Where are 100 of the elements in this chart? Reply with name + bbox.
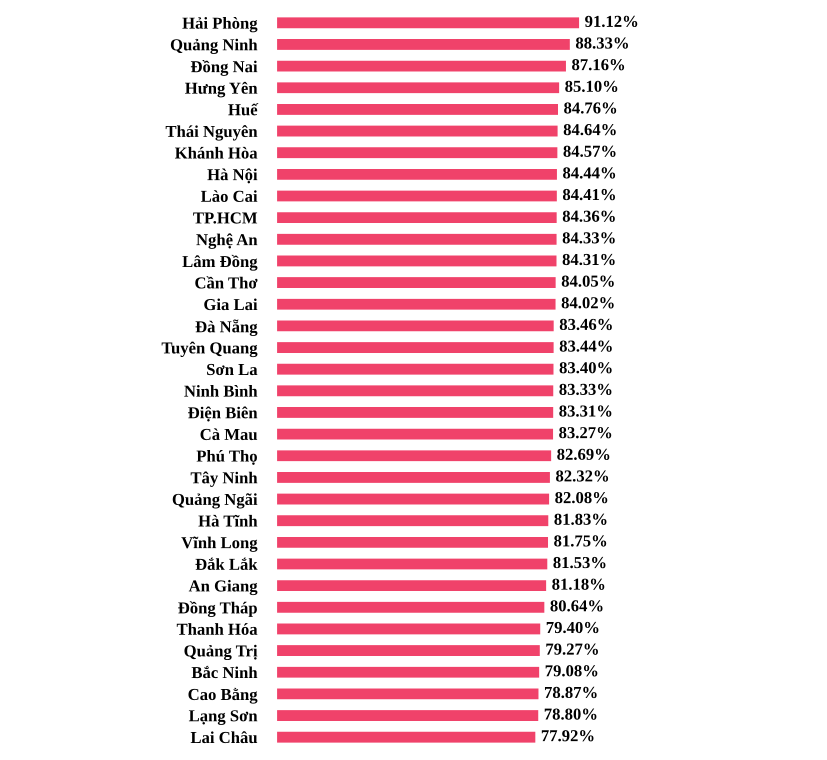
bar xyxy=(277,732,536,743)
y-tick-label: Hưng Yên xyxy=(185,82,258,98)
bar xyxy=(277,298,556,310)
data-label: 79.08% xyxy=(546,665,598,676)
bar xyxy=(277,515,548,526)
y-tick-label: TP.HCM xyxy=(193,212,258,224)
bar xyxy=(277,147,558,158)
data-label: 87.16% xyxy=(572,59,624,70)
bar xyxy=(277,190,557,202)
data-label: 83.31% xyxy=(559,405,612,417)
data-label: 91.12% xyxy=(585,16,638,28)
data-label: 84.44% xyxy=(563,167,616,179)
data-label: 84.41% xyxy=(562,188,615,200)
bar xyxy=(277,645,540,656)
bar xyxy=(277,277,556,288)
y-tick-label: Lào Cai xyxy=(200,190,258,202)
y-tick-label: Đồng Tháp xyxy=(178,601,257,618)
data-label: 88.33% xyxy=(576,37,628,49)
bar xyxy=(277,60,566,72)
data-label: 84.76% xyxy=(564,102,616,114)
data-label: 83.46% xyxy=(560,318,612,330)
bar xyxy=(277,17,580,28)
y-tick-label: Hà Tĩnh xyxy=(198,514,258,527)
data-label: 83.44% xyxy=(560,340,612,352)
bar xyxy=(277,364,554,375)
bar xyxy=(277,624,540,634)
y-tick-label: Hải Phòng xyxy=(182,17,258,32)
y-tick-label: Khánh Hòa xyxy=(174,146,258,159)
y-tick-label: Đồng Nai xyxy=(190,60,258,76)
data-label: 80.64% xyxy=(550,600,602,612)
y-tick-label: An Giang xyxy=(188,580,258,596)
data-label: 79.40% xyxy=(546,622,598,634)
bar xyxy=(277,256,557,266)
bar xyxy=(277,212,557,224)
y-tick-label: Quảng Trị xyxy=(184,644,258,660)
data-label: 81.83% xyxy=(554,514,606,525)
y-tick-label: Vĩnh Long xyxy=(181,536,258,552)
bar xyxy=(277,104,558,115)
y-tick-label: Cần Thơ xyxy=(195,276,258,289)
y-tick-label: Hà Nội xyxy=(207,168,258,184)
y-tick-label: Cà Mau xyxy=(200,428,258,440)
data-label: 84.02% xyxy=(562,297,614,308)
y-tick-label: Điện Biên xyxy=(188,406,258,422)
y-tick-label: Thái Nguyên xyxy=(166,125,258,141)
y-tick-label: Huế xyxy=(228,103,258,116)
y-tick-label: Quảng Ngãi xyxy=(172,493,258,509)
data-label: 83.27% xyxy=(559,427,612,438)
bar xyxy=(277,450,552,462)
y-tick-label: Cao Bằng xyxy=(188,688,258,704)
data-label: 78.87% xyxy=(544,686,597,698)
y-tick-label: Quảng Ninh xyxy=(170,38,258,54)
bar xyxy=(277,82,560,94)
data-label: 81.18% xyxy=(552,578,604,590)
data-label: 79.27% xyxy=(546,644,598,655)
y-tick-label: Sơn La xyxy=(207,364,258,376)
y-tick-label: Tây Ninh xyxy=(190,472,258,487)
data-label: 84.33% xyxy=(562,232,615,244)
y-tick-label: Lạng Sơn xyxy=(188,710,258,725)
y-tick-label: Thanh Hóa xyxy=(176,623,258,635)
y-tick-label: Tuyên Quang xyxy=(162,342,258,358)
y-tick-label: Đắk Lắk xyxy=(195,558,258,570)
bar xyxy=(277,234,557,245)
data-label: 82.08% xyxy=(555,492,608,504)
data-label: 81.75% xyxy=(554,535,606,547)
y-tick-label: Lai Châu xyxy=(190,731,258,744)
data-label: 84.57% xyxy=(563,146,616,157)
bar xyxy=(277,472,550,483)
y-tick-label: Gia Lai xyxy=(204,298,258,310)
data-label: 77.92% xyxy=(542,730,594,742)
bar xyxy=(277,602,544,613)
data-label: 84.05% xyxy=(562,276,614,287)
y-tick-label: Nghệ An xyxy=(196,233,258,249)
data-label: 83.40% xyxy=(560,362,612,374)
data-label: 82.69% xyxy=(557,448,610,460)
bar xyxy=(277,39,570,50)
bar xyxy=(277,407,554,418)
bar xyxy=(277,342,554,353)
data-label: 84.36% xyxy=(562,210,615,222)
data-label: 82.32% xyxy=(556,470,608,482)
data-label: 78.80% xyxy=(544,708,596,720)
bar xyxy=(277,168,557,180)
y-tick-label: Đà Nẵng xyxy=(196,319,258,336)
bar xyxy=(277,126,558,136)
bar xyxy=(277,666,540,678)
bar xyxy=(277,710,538,721)
bar xyxy=(277,688,538,700)
bar xyxy=(277,320,554,332)
bar xyxy=(277,558,548,570)
y-tick-label: Ninh Bình xyxy=(184,385,258,397)
data-label: 85.10% xyxy=(565,80,618,92)
bar xyxy=(277,580,546,592)
data-label: 81.53% xyxy=(553,556,606,568)
data-label: 84.31% xyxy=(562,254,615,266)
y-tick-label: Phú Thọ xyxy=(196,450,257,465)
bar xyxy=(277,385,554,396)
data-label: 83.33% xyxy=(559,384,612,396)
bar xyxy=(277,536,548,548)
bar xyxy=(277,494,550,504)
bar xyxy=(277,428,554,440)
y-tick-label: Bắc Ninh xyxy=(192,666,258,678)
